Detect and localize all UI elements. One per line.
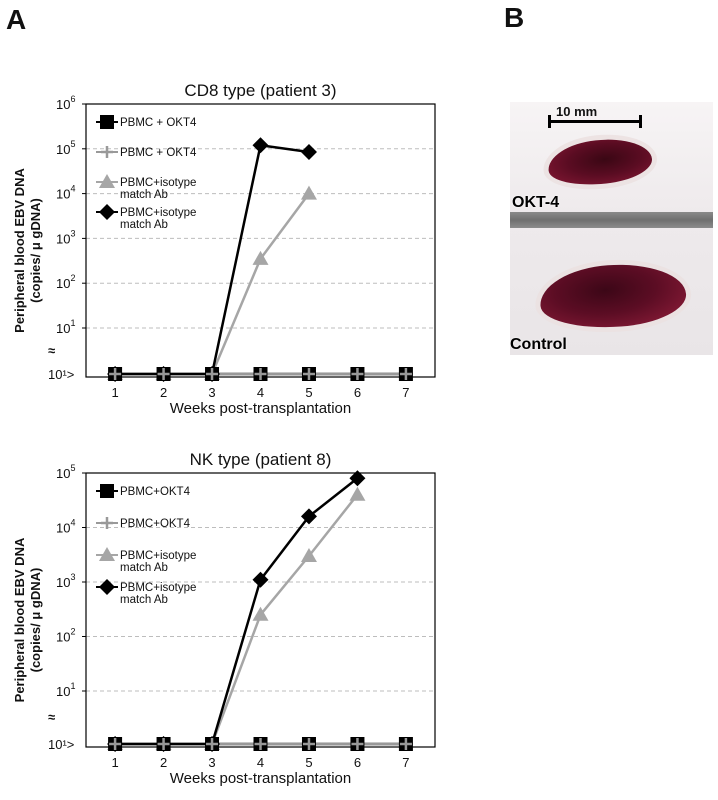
nk-legend-label: PBMC+OKT4 (120, 486, 191, 498)
nk-legend-label: PBMC+OKT4 (120, 518, 191, 530)
nk-point-triangle (300, 547, 317, 562)
cd8-xtick-label: 1 (111, 385, 118, 400)
nk-point-plus (157, 738, 170, 750)
nk-legend-marker-diamond (99, 579, 115, 595)
nk-xtick-label: 4 (257, 755, 264, 770)
nk-ylabel: Peripheral blood EBV DNA (copies/ μ gDNA) (12, 537, 43, 702)
cd8-point-diamond (252, 137, 269, 154)
nk-legend-label: PBMC+isotype (120, 582, 196, 594)
nk-legend-label-cont: match Ab (120, 562, 168, 574)
panel-label-b: B (504, 2, 525, 33)
cd8-axis-break: ≈ (48, 343, 55, 358)
nk-ytick-label: 101 (56, 681, 75, 699)
nk-xtick-label: 6 (354, 755, 361, 770)
photo-divider (510, 212, 713, 228)
cd8-title: CD8 type (patient 3) (184, 81, 336, 100)
scale-label: 10 mm (556, 104, 598, 119)
nk-xtick-label: 5 (305, 755, 312, 770)
cd8-point-triangle (252, 250, 269, 265)
cd8-xtick-label: 3 (208, 385, 215, 400)
nk-xtick-label: 2 (160, 755, 167, 770)
spleen-photo: 10 mm OKT-4 Control (510, 102, 713, 355)
cd8-legend-label: PBMC+isotype (120, 177, 196, 189)
panel-label-a: A (6, 4, 27, 35)
cd8-ylabel: Peripheral blood EBV DNA (copies/ μ gDNA) (12, 168, 43, 333)
nk-point-plus (254, 738, 267, 750)
nk-ytick-label: 103 (56, 572, 75, 590)
cd8-point-plus (399, 368, 412, 380)
nk-axis-break: ≈ (48, 710, 55, 725)
cd8-ytick-label: 102 (56, 273, 75, 291)
cd8-ytick-label: 103 (56, 228, 75, 246)
chart-nk-patient8: NK type (patient 8) 105 104 103 102 101 10¹> ≈1… (12, 450, 436, 787)
nk-ytick-label: 102 (56, 627, 75, 645)
nk-below-detection-label: 10¹> (48, 737, 74, 752)
nk-legend-marker-square (100, 484, 114, 498)
cd8-legend-marker-plus (101, 146, 113, 158)
nk-xtick-label: 1 (111, 755, 118, 770)
cd8-xtick-label: 7 (402, 385, 409, 400)
nk-point-diamond (349, 470, 366, 487)
nk-ylabel-line1: Peripheral blood EBV DNA (12, 537, 27, 702)
cd8-legend-marker-diamond (99, 204, 115, 220)
nk-title: NK type (patient 8) (190, 450, 332, 469)
nk-point-plus (399, 738, 412, 750)
cd8-point-plus (157, 368, 170, 380)
scale-bar (548, 115, 642, 128)
cd8-point-diamond (300, 143, 317, 160)
nk-xtick-label: 3 (208, 755, 215, 770)
cd8-point-plus (109, 368, 122, 380)
nk-point-plus (302, 738, 315, 750)
nk-point-diamond (300, 508, 317, 525)
cd8-ytick-label: 106 (56, 94, 75, 112)
chart-cd8-patient3: CD8 type (patient 3) 106 105 104 103 102 101 10… (12, 81, 436, 417)
cd8-legend-marker-triangle (99, 174, 115, 188)
nk-ylabel-line2: (copies/ μ gDNA) (28, 568, 43, 673)
nk-point-diamond (252, 571, 269, 588)
nk-legend-marker-triangle (99, 547, 115, 561)
cd8-legend-label: PBMC + OKT4 (120, 117, 197, 129)
cd8-legend-label-cont: match Ab (120, 219, 168, 231)
cd8-point-plus (302, 368, 315, 380)
cd8-xtick-label: 4 (257, 385, 264, 400)
cd8-point-plus (206, 368, 219, 380)
cd8-xtick-label: 2 (160, 385, 167, 400)
photo-label-control: Control (510, 336, 567, 353)
cd8-ytick-label: 105 (56, 139, 75, 157)
cd8-point-triangle (300, 185, 317, 200)
nk-ytick-label: 104 (56, 518, 75, 536)
cd8-ytick-label: 101 (56, 318, 75, 336)
nk-xlabel: Weeks post-transplantation (170, 770, 352, 787)
nk-series-line-3 (115, 477, 359, 746)
photo-label-okt4: OKT-4 (512, 194, 560, 211)
nk-ytick-label: 105 (56, 463, 75, 481)
cd8-point-plus (254, 368, 267, 380)
cd8-legend-label: PBMC+isotype (120, 207, 196, 219)
nk-xtick-label: 7 (402, 755, 409, 770)
cd8-point-plus (351, 368, 364, 380)
cd8-xtick-label: 5 (305, 385, 312, 400)
nk-point-plus (351, 738, 364, 750)
cd8-ylabel-line2: (copies/ μ gDNA) (28, 198, 43, 303)
nk-legend-marker-plus (101, 517, 113, 529)
nk-legend-label-cont: match Ab (120, 594, 168, 606)
nk-point-plus (109, 738, 122, 750)
nk-point-plus (206, 738, 219, 750)
cd8-legend-marker-square (100, 115, 114, 129)
cd8-below-detection-label: 10¹> (48, 367, 74, 382)
nk-point-triangle (252, 606, 269, 621)
cd8-ylabel-line1: Peripheral blood EBV DNA (12, 168, 27, 333)
cd8-legend-label: PBMC + OKT4 (120, 147, 197, 159)
nk-legend-label: PBMC+isotype (120, 550, 196, 562)
spleen-okt4 (545, 134, 655, 190)
cd8-xtick-label: 6 (354, 385, 361, 400)
cd8-xlabel: Weeks post-transplantation (170, 400, 352, 417)
cd8-legend-label-cont: match Ab (120, 189, 168, 201)
nk-point-triangle (349, 486, 366, 501)
cd8-ytick-label: 104 (56, 184, 75, 202)
spleen-control (538, 259, 688, 333)
nk-series-line-2 (115, 493, 359, 746)
